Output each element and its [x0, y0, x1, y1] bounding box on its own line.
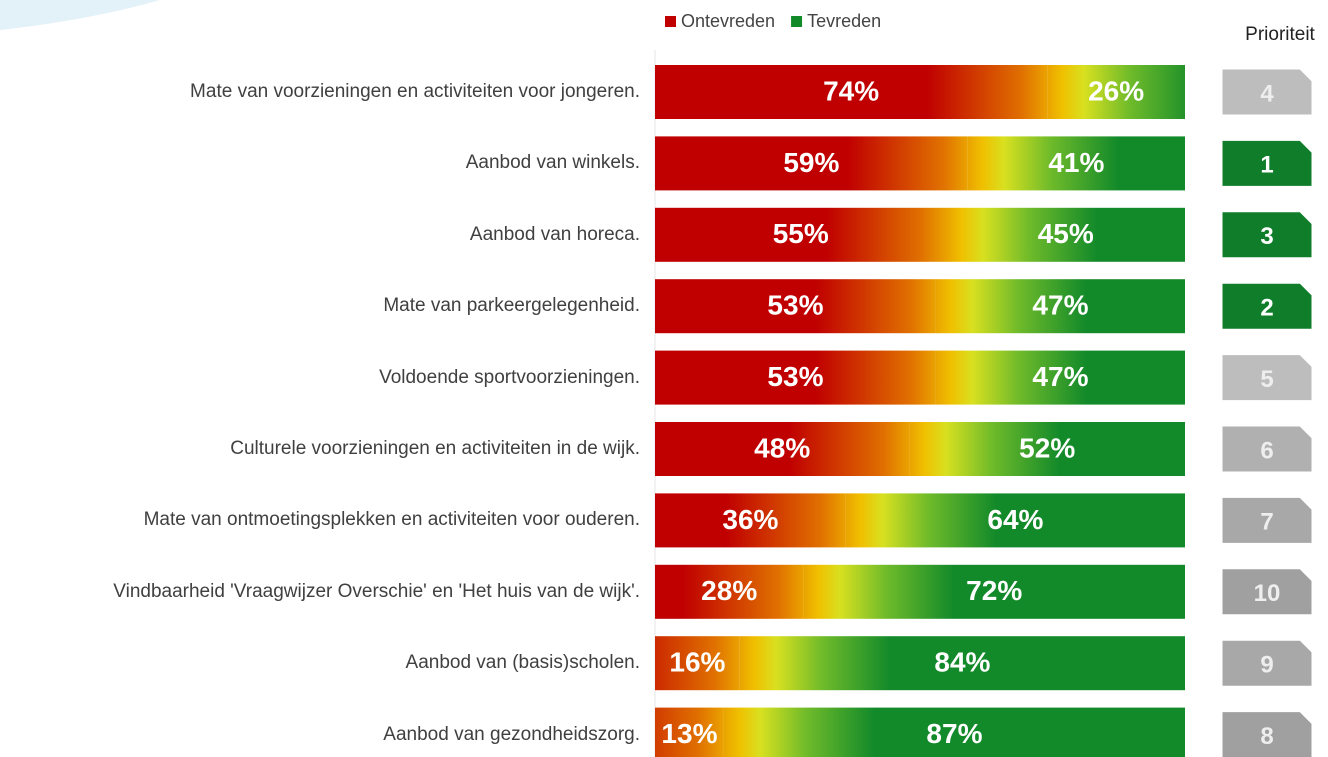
bar-segment: [739, 636, 1185, 691]
value-label: 28%: [701, 575, 757, 606]
value-label: 13%: [661, 718, 717, 749]
priority-box: [1221, 639, 1313, 687]
category-label: Mate van voorzieningen en activiteiten v…: [190, 81, 640, 102]
value-label: 53%: [767, 361, 823, 392]
category-label: Aanbod van winkels.: [465, 152, 640, 174]
priority-box: [1221, 568, 1313, 616]
priority-box: [1221, 211, 1313, 259]
bar-segment: [655, 636, 740, 691]
priority-value: 8: [1260, 723, 1273, 750]
value-label: 72%: [966, 575, 1022, 606]
bar-segment: [803, 564, 1185, 619]
category-label: Mate van parkeergelegenheid.: [383, 295, 640, 317]
bar-segment: [655, 350, 936, 405]
value-label: 74%: [823, 75, 879, 106]
priority-value: 6: [1260, 437, 1273, 464]
priority-title: Prioriteit: [1245, 24, 1315, 45]
bar-segment: [655, 493, 846, 548]
priority-value: 10: [1254, 580, 1281, 607]
value-label: 53%: [767, 290, 823, 321]
bar-segment: [723, 707, 1185, 757]
priority-box: [1221, 139, 1313, 187]
category-label: Aanbod van horeca.: [469, 223, 640, 245]
bar-segment: [655, 422, 910, 476]
value-label: 47%: [1032, 361, 1088, 392]
value-label: 84%: [934, 647, 990, 678]
bar-segment: [935, 350, 1185, 405]
priority-box: [1221, 68, 1313, 116]
legend-swatch: [791, 16, 803, 27]
category-label: Aanbod van (basis)scholen.: [405, 652, 640, 674]
value-label: 26%: [1088, 75, 1144, 106]
bar-segment: [909, 422, 1185, 476]
legend-label: Tevreden: [807, 11, 881, 31]
priority-box: [1221, 496, 1313, 544]
value-label: 41%: [1048, 147, 1104, 178]
value-label: 64%: [987, 504, 1043, 535]
category-label: Vindbaarheid 'Vraagwijzer Overschie' en …: [113, 580, 640, 602]
bar-segment: [655, 564, 804, 619]
value-label: 47%: [1032, 290, 1088, 321]
priority-value: 4: [1260, 80, 1274, 107]
priority-value: 7: [1260, 509, 1273, 536]
legend-label: Ontevreden: [681, 11, 775, 31]
value-label: 36%: [722, 504, 778, 535]
bar-segment: [845, 493, 1185, 548]
priority-box: [1221, 425, 1313, 473]
value-label: 87%: [926, 718, 982, 749]
bar-segment: [655, 279, 936, 334]
bar-segment: [655, 65, 1048, 119]
bar-segment: [946, 207, 1185, 262]
priority-value: 5: [1260, 366, 1273, 393]
value-label: 59%: [783, 147, 839, 178]
legend-swatch: [665, 16, 676, 27]
bar-segment: [935, 279, 1185, 334]
corner-decoration: [0, 0, 160, 30]
category-label: Aanbod van gezondheidszorg.: [383, 723, 640, 745]
priority-value: 3: [1260, 223, 1273, 250]
priority-box: [1221, 354, 1313, 402]
bar-segment: [655, 136, 968, 191]
bar-segment: [1047, 65, 1185, 119]
value-label: 16%: [669, 647, 725, 678]
value-label: 52%: [1019, 432, 1075, 463]
category-label: Mate van ontmoetingsplekken en activitei…: [143, 509, 640, 531]
priority-box: [1221, 711, 1313, 757]
priority-value: 1: [1260, 152, 1273, 179]
value-label: 48%: [754, 432, 810, 463]
value-label: 45%: [1038, 218, 1094, 249]
priority-value: 2: [1260, 295, 1273, 322]
category-label: Voldoende sportvoorzieningen.: [379, 366, 640, 388]
bar-segment: [967, 136, 1185, 191]
value-label: 55%: [773, 218, 829, 249]
priority-value: 9: [1260, 652, 1273, 679]
category-label: Culturele voorzieningen en activiteiten …: [230, 438, 640, 459]
bar-segment: [655, 207, 947, 262]
bar-segment: [655, 707, 724, 757]
priority-box: [1221, 282, 1313, 330]
